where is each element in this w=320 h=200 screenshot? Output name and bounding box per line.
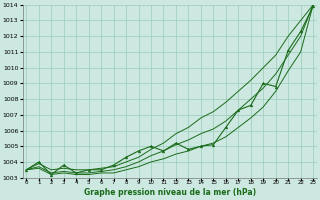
- X-axis label: Graphe pression niveau de la mer (hPa): Graphe pression niveau de la mer (hPa): [84, 188, 256, 197]
